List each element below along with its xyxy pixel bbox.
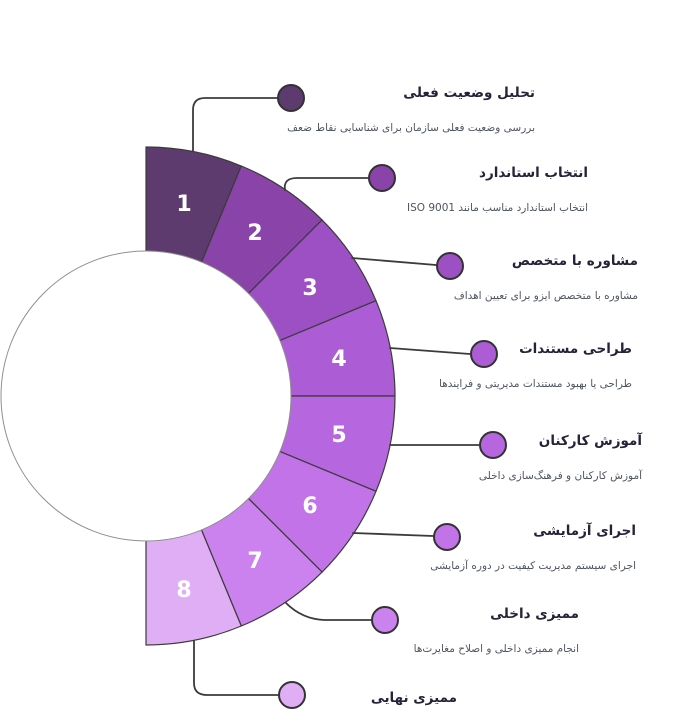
step-3-description: مشاوره با متخصص ایزو برای تعیین اهداف	[453, 290, 638, 302]
step-5-dot	[479, 431, 507, 459]
step-7-description: انجام ممیزی داخلی و اصلاح مغایرت‌ها	[413, 643, 579, 655]
inner-circle	[0, 250, 292, 542]
step-5-title: آموزش کارکنان	[538, 433, 642, 449]
segment-3-number: 3	[302, 276, 317, 301]
segment-5-number: 5	[331, 423, 346, 448]
step-6-description: اجرای سیستم مدیریت کیفیت در دوره آزمایشی	[430, 560, 636, 572]
connector-4	[389, 347, 471, 355]
step-6-label: اجرای آزمایشی اجرای سیستم مدیریت کیفیت د…	[430, 522, 636, 573]
connector-2	[283, 177, 369, 191]
connector-3	[351, 257, 437, 266]
step-8-dot	[278, 681, 306, 709]
connector-7	[285, 602, 372, 621]
step-1-label: تحلیل وضعیت فعلی بررسی وضعیت فعلی سازمان…	[287, 84, 535, 135]
segment-2-number: 2	[247, 221, 262, 246]
step-4-title: طراحی مستندات	[519, 341, 632, 357]
segment-7-number: 7	[247, 549, 262, 574]
step-8-label: ممیزی نهایی	[371, 689, 457, 708]
step-1-dot	[277, 84, 305, 112]
segment-1-number: 1	[176, 192, 191, 217]
step-2-description: انتخاب استاندارد مناسب مانند ISO 9001	[406, 202, 588, 214]
step-6-title: اجرای آزمایشی	[533, 523, 636, 539]
connector-1	[192, 97, 278, 152]
step-2-dot	[368, 164, 396, 192]
connector-6	[352, 532, 434, 537]
segment-6-number: 6	[302, 494, 317, 519]
step-1-description: بررسی وضعیت فعلی سازمان برای شناسایی نقا…	[287, 122, 535, 134]
step-4-description: طراحی یا بهبود مستندات مدیریتی و فراینده…	[439, 378, 632, 390]
step-7-dot	[371, 606, 399, 634]
step-3-label: مشاوره با متخصص مشاوره با متخصص ایزو برا…	[454, 252, 638, 303]
connector-8	[193, 640, 279, 696]
step-2-title: انتخاب استاندارد	[479, 165, 588, 181]
step-3-dot	[436, 252, 464, 280]
step-8-title: ممیزی نهایی	[370, 690, 457, 706]
step-1-title: تحلیل وضعیت فعلی	[403, 85, 535, 101]
step-7-title: ممیزی داخلی	[490, 606, 579, 622]
step-5-description: آموزش کارکنان و فرهنگ‌سازی داخلی	[478, 470, 642, 482]
step-5-label: آموزش کارکنان آموزش کارکنان و فرهنگ‌سازی…	[479, 432, 642, 483]
segment-8-number: 8	[176, 578, 191, 603]
step-3-title: مشاوره با متخصص	[511, 253, 638, 269]
step-6-dot	[433, 523, 461, 551]
step-4-label: طراحی مستندات طراحی یا بهبود مستندات مدی…	[439, 340, 632, 391]
segment-4-number: 4	[331, 347, 346, 372]
step-2-label: انتخاب استاندارد انتخاب استاندارد مناسب …	[407, 164, 588, 215]
step-4-dot	[470, 340, 498, 368]
step-7-label: ممیزی داخلی انجام ممیزی داخلی و اصلاح مغ…	[414, 605, 579, 656]
